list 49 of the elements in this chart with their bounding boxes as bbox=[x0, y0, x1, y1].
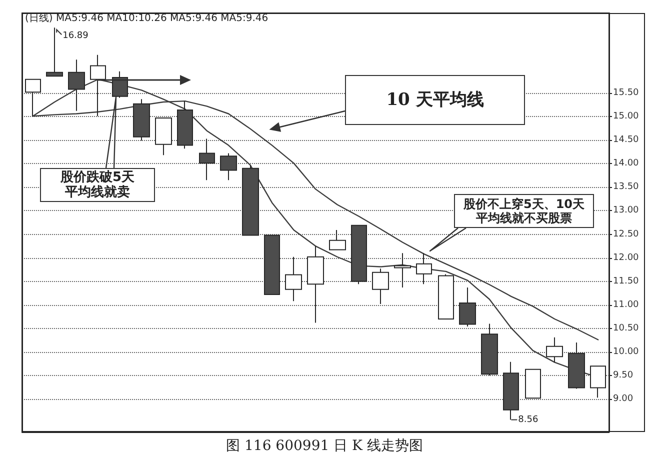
candlestick bbox=[372, 268, 389, 304]
candlestick bbox=[285, 256, 302, 302]
y-tick-label: 9.50 bbox=[613, 370, 634, 381]
candlestick bbox=[133, 98, 150, 142]
candlestick bbox=[242, 164, 259, 236]
candlestick bbox=[459, 286, 476, 328]
y-tick-label: 12.50 bbox=[613, 229, 640, 240]
callout-box: 股价跌破5天平均线就卖 bbox=[40, 168, 155, 202]
candlestick bbox=[438, 274, 454, 320]
y-tick-label: 13.50 bbox=[613, 182, 640, 192]
y-tick-label: 11.00 bbox=[613, 300, 640, 310]
caption: 图 116 600991 日 K 线走势图 bbox=[225, 437, 424, 455]
annotation: 8.56 bbox=[518, 414, 538, 425]
candlestick bbox=[199, 138, 215, 181]
candlestick bbox=[481, 323, 498, 376]
y-tick-label: 14.50 bbox=[613, 135, 640, 146]
annotation: 10 天平均线 bbox=[386, 90, 484, 110]
callout-box: 10 天平均线 bbox=[345, 75, 525, 125]
candlestick bbox=[503, 361, 519, 420]
candlestick bbox=[264, 234, 280, 296]
candlestick bbox=[68, 59, 85, 112]
y-tick-label: 15.00 bbox=[613, 112, 640, 122]
y-tick-label: 12.00 bbox=[613, 252, 640, 263]
candlestick bbox=[416, 252, 432, 285]
y-tick-label: 11.50 bbox=[613, 276, 640, 286]
y-tick-label: 9.00 bbox=[613, 394, 634, 404]
y-tick-label: 15.50 bbox=[613, 88, 640, 98]
y-tick-label: 14.00 bbox=[613, 158, 640, 169]
candlestick bbox=[46, 27, 63, 77]
annotation: 股价不上穿5天、10天平均线就不买股票 bbox=[462, 197, 586, 225]
candlestick bbox=[220, 152, 237, 181]
candlestick bbox=[546, 336, 563, 363]
y-tick-label: 10.50 bbox=[613, 323, 640, 334]
candlestick bbox=[25, 78, 41, 117]
y-tick-label: 10.00 bbox=[613, 346, 640, 357]
callout-box: 股价不上穿5天、10天平均线就不买股票 bbox=[454, 194, 594, 228]
candlestick bbox=[568, 342, 585, 390]
candlestick bbox=[351, 224, 367, 285]
candlestick bbox=[90, 54, 106, 117]
y-tick-label: 13.00 bbox=[613, 206, 640, 216]
annotation: 16.89 bbox=[62, 30, 88, 41]
candlestick bbox=[590, 366, 606, 398]
candlestick bbox=[394, 252, 411, 288]
candlestick bbox=[177, 100, 193, 150]
candlestick bbox=[155, 117, 172, 156]
annotation: 股价跌破5天平均线就卖 bbox=[59, 170, 136, 200]
candlestick bbox=[525, 368, 541, 399]
candlestick bbox=[329, 230, 346, 250]
candlestick bbox=[307, 246, 324, 324]
